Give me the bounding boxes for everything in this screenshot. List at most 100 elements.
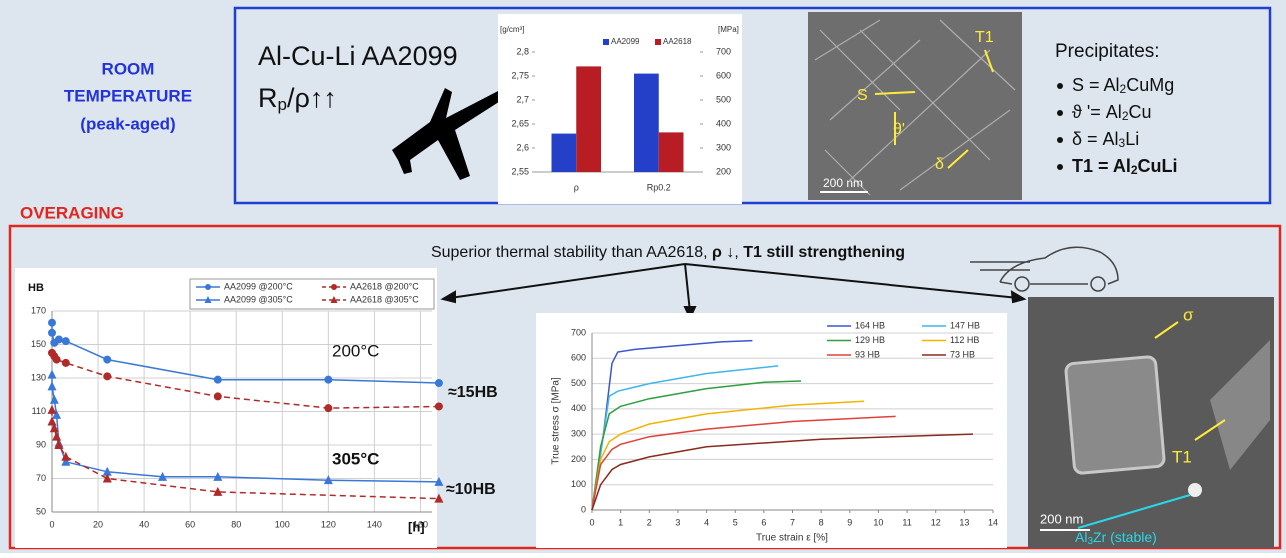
marker: [435, 402, 443, 410]
x-tick-label: 7: [790, 517, 795, 527]
overaging-label: OVERAGING: [20, 203, 124, 222]
phase-label: S: [857, 87, 868, 104]
x-tick-label: 12: [931, 517, 941, 527]
marker: [48, 319, 56, 327]
bar: [634, 74, 659, 172]
y-tick-label: 2,6: [516, 142, 529, 152]
y-tick-label: 700: [571, 327, 586, 337]
hb-chart: 507090110130150170020406080100120140160H…: [15, 268, 498, 548]
ratio-part: /ρ↑↑: [287, 83, 337, 113]
formula-part: Al: [1075, 529, 1087, 545]
legend-label: AA2099 @305°C: [224, 294, 293, 304]
formula-part: δ = Al: [1072, 129, 1119, 149]
precipitate: δ = Al3Li: [1072, 129, 1139, 150]
marker: [55, 335, 63, 343]
precipitate: ϑ '= Al2Cu: [1072, 102, 1152, 123]
x-tick-label: 13: [959, 517, 969, 527]
x-tick-label: 5: [733, 517, 738, 527]
phase-label: δ: [935, 156, 944, 173]
x-tick-label: 60: [185, 519, 195, 529]
chart-background: [536, 313, 1007, 548]
alloy-name: Al-Cu-Li AA2099: [258, 41, 458, 71]
x-tick-label: 2: [647, 517, 652, 527]
y-tick-label: 200: [571, 454, 586, 464]
phase-label: Al3Zr (stable): [1075, 529, 1157, 547]
marker: [103, 372, 111, 380]
scale-label: 200 nm: [1040, 511, 1083, 526]
formula-part: S = Al: [1072, 75, 1120, 95]
legend-label: 112 HB: [950, 335, 979, 345]
ratio-sub: p: [278, 95, 287, 114]
legend-marker: [205, 284, 211, 290]
x-tick-label: 0: [49, 519, 54, 529]
marker: [48, 329, 56, 337]
ratio-part: R: [258, 83, 278, 113]
x-tick-label: 11: [902, 517, 911, 527]
legend-label: AA2618: [663, 37, 692, 46]
micrograph-bottom: σ T1 200 nm Al3Zr (stable): [1028, 297, 1274, 548]
marker: [62, 337, 70, 345]
y-tick-label: 110: [32, 406, 46, 416]
legend-swatch: [655, 39, 661, 45]
y2-tick-label: 500: [716, 94, 731, 104]
formula-part: CuLi: [1138, 156, 1178, 176]
legend-label: AA2099 @200°C: [224, 281, 293, 291]
y-tick-label: 70: [36, 473, 46, 483]
legend-label: 164 HB: [855, 320, 885, 330]
y-tick-label: 100: [571, 479, 586, 489]
y-tick-label: 500: [571, 378, 586, 388]
slide: ROOM TEMPERATURE (peak-aged) OVERAGING A…: [0, 0, 1286, 553]
y-axis-label: [g/cm³]: [500, 25, 524, 34]
formula-part: Zr (stable): [1093, 529, 1157, 545]
y-tick-label: 2,8: [516, 46, 529, 56]
legend-marker: [331, 284, 337, 290]
x-tick-label: 40: [139, 519, 149, 529]
marker: [435, 379, 443, 387]
y2-axis-label: [MPa]: [718, 25, 739, 34]
phase-label: σ: [1183, 305, 1194, 324]
x-tick-label: 10: [873, 517, 883, 527]
y2-tick-label: 400: [716, 118, 731, 128]
marker: [103, 356, 111, 364]
legend-swatch: [603, 39, 609, 45]
formula-part: ϑ '= Al: [1072, 102, 1122, 122]
precipitates-title: Precipitates:: [1055, 41, 1160, 62]
y-axis-label: True stress σ [MPa]: [551, 377, 562, 465]
x-axis-label: [h]: [408, 519, 425, 534]
y2-tick-label: 300: [716, 142, 731, 152]
y-tick-label: 600: [571, 353, 586, 363]
x-tick-label: 120: [321, 519, 336, 529]
legend-label: AA2099: [611, 37, 640, 46]
phase-label: T1: [975, 29, 994, 46]
x-tick-label: 140: [367, 519, 382, 529]
x-tick-label: 100: [275, 519, 290, 529]
legend-label: AA2618 @305°C: [350, 294, 419, 304]
headline-part: ρ ↓: [712, 244, 734, 261]
room-line: (peak-aged): [80, 114, 175, 133]
x-tick-label: 6: [761, 517, 766, 527]
marker: [324, 404, 332, 412]
y-tick-label: 2,65: [511, 118, 529, 128]
bullet: [1057, 83, 1063, 89]
x-tick-label: 80: [231, 519, 241, 529]
headline-part: ,: [734, 244, 743, 261]
bar: [659, 132, 684, 172]
bullet: [1057, 137, 1063, 143]
y-tick-label: 400: [571, 403, 586, 413]
marker: [53, 356, 61, 364]
headline-part: Superior thermal stability than AA2618,: [431, 244, 712, 261]
legend-label: AA2618 @200°C: [350, 281, 419, 291]
headline: Superior thermal stability than AA2618, …: [431, 244, 905, 261]
marker: [62, 359, 70, 367]
y2-tick-label: 600: [716, 70, 731, 80]
marker: [214, 376, 222, 384]
y-tick-label: 2,75: [511, 70, 529, 80]
x-tick-label: 20: [93, 519, 103, 529]
bar-chart: 2,552,62,652,72,752,8200300400500600700[…: [498, 14, 742, 204]
y-tick-label: 170: [31, 305, 46, 315]
room-line: ROOM: [102, 59, 155, 78]
legend-label: 93 HB: [855, 349, 880, 359]
micrograph-top: T1 S θ' δ 200 nm: [808, 12, 1022, 200]
y-tick-label: 2,55: [511, 166, 529, 176]
